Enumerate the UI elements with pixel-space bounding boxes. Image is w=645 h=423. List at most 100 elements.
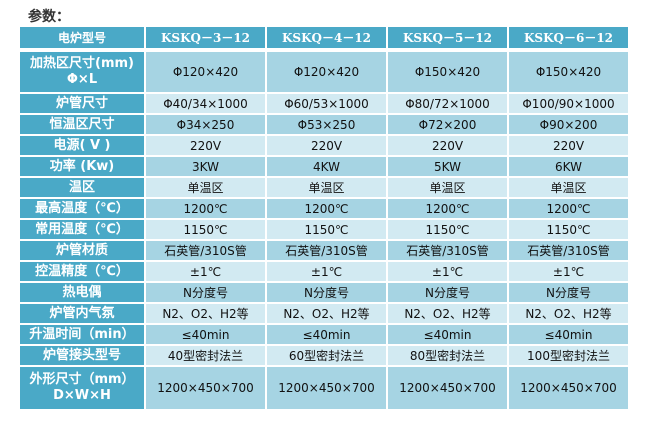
- row-value: 1200×450×700: [509, 367, 628, 409]
- row-value: 石英管/310S管: [267, 241, 386, 260]
- table-row: 电源( V ) 220V 220V 220V 220V: [20, 136, 628, 155]
- row-label-text: 恒温区尺寸: [49, 116, 115, 132]
- row-value: N分度号: [388, 283, 507, 302]
- table-row: 热电偶 N分度号 N分度号 N分度号 N分度号: [20, 283, 628, 302]
- table-row: 炉管材质 石英管/310S管 石英管/310S管 石英管/310S管 石英管/310S管: [20, 241, 628, 260]
- row-value: 220V: [267, 136, 386, 155]
- row-label-text: 热电偶: [62, 284, 102, 300]
- row-label-text: 常用温度（℃）: [35, 221, 129, 237]
- row-value: N2、O2、H2等: [146, 304, 265, 323]
- row-value: 6KW: [509, 157, 628, 176]
- row-value: 1200℃: [509, 199, 628, 218]
- row-label: 炉管尺寸: [20, 94, 144, 113]
- row-label: 炉管材质: [20, 241, 144, 260]
- table-row: 炉管内气氛 N2、O2、H2等 N2、O2、H2等 N2、O2、H2等 N2、O2、H2…: [20, 304, 628, 323]
- row-value: 1150℃: [388, 220, 507, 239]
- header-model: KSKQ－6－12: [509, 27, 628, 50]
- row-value: N2、O2、H2等: [388, 304, 507, 323]
- table-header-row: 电炉型号 KSKQ－3－12 KSKQ－4－12 KSKQ－5－12 KSKQ－…: [20, 27, 628, 50]
- row-label: 功率 (Kw): [20, 157, 144, 176]
- row-label: 热电偶: [20, 283, 144, 302]
- table-row: 常用温度（℃） 1150℃ 1150℃ 1150℃ 1150℃: [20, 220, 628, 239]
- row-value: Φ72×200: [388, 115, 507, 134]
- row-value: 单温区: [509, 178, 628, 197]
- row-label: 升温时间（min）: [20, 325, 144, 344]
- row-value: ≤40min: [388, 325, 507, 344]
- row-value: Φ90×200: [509, 115, 628, 134]
- row-value: 3KW: [146, 157, 265, 176]
- row-value: N分度号: [146, 283, 265, 302]
- header-model: KSKQ－3－12: [146, 27, 265, 50]
- table-row: 温区 单温区 单温区 单温区 单温区: [20, 178, 628, 197]
- row-label-sub: Φ×L: [66, 72, 98, 87]
- row-label-text: 最高温度（℃）: [35, 200, 129, 216]
- row-value: Φ150×420: [509, 52, 628, 92]
- row-value: 220V: [509, 136, 628, 155]
- row-value: 石英管/310S管: [146, 241, 265, 260]
- row-value: 1200℃: [146, 199, 265, 218]
- row-value: ±1℃: [267, 262, 386, 281]
- row-value: Φ40/34×1000: [146, 94, 265, 113]
- row-value: 石英管/310S管: [509, 241, 628, 260]
- row-value: 100型密封法兰: [509, 346, 628, 365]
- row-value: ≤40min: [146, 325, 265, 344]
- row-label-text: 升温时间（min）: [29, 326, 135, 342]
- row-value: ±1℃: [146, 262, 265, 281]
- section-title: 参数：: [28, 9, 70, 25]
- row-label: 加热区尺寸(mm) Φ×L: [20, 52, 144, 92]
- row-label: 恒温区尺寸: [20, 115, 144, 134]
- row-value: 1150℃: [509, 220, 628, 239]
- row-value: 石英管/310S管: [388, 241, 507, 260]
- row-value: 40型密封法兰: [146, 346, 265, 365]
- row-value: Φ80/72×1000: [388, 94, 507, 113]
- header-model: KSKQ－5－12: [388, 27, 507, 50]
- row-value: 1150℃: [267, 220, 386, 239]
- table-row: 加热区尺寸(mm) Φ×L Φ120×420 Φ120×420 Φ150×420 Φ150…: [20, 52, 628, 92]
- row-label: 温区: [20, 178, 144, 197]
- row-value: 1200×450×700: [146, 367, 265, 409]
- row-label-text: 炉管接头型号: [42, 347, 121, 363]
- row-label-text: 炉管内气氛: [49, 305, 115, 321]
- row-value: ≤40min: [509, 325, 628, 344]
- header-label: 电炉型号: [20, 27, 144, 50]
- row-value: N2、O2、H2等: [509, 304, 628, 323]
- row-label-text: 炉管材质: [55, 242, 108, 258]
- table-row: 外形尺寸（mm） D×W×H 1200×450×700 1200×450×700 120…: [20, 367, 628, 409]
- row-value: 220V: [146, 136, 265, 155]
- row-value: Φ100/90×1000: [509, 94, 628, 113]
- row-value: 1200×450×700: [267, 367, 386, 409]
- row-value: 5KW: [388, 157, 507, 176]
- row-value: Φ120×420: [146, 52, 265, 92]
- row-value: Φ53×250: [267, 115, 386, 134]
- row-value: 220V: [388, 136, 507, 155]
- row-value: 单温区: [388, 178, 507, 197]
- row-label: 外形尺寸（mm） D×W×H: [20, 367, 144, 409]
- parameters-table: 电炉型号 KSKQ－3－12 KSKQ－4－12 KSKQ－5－12 KSKQ－…: [18, 25, 630, 411]
- row-value: Φ150×420: [388, 52, 507, 92]
- table-row: 恒温区尺寸 Φ34×250 Φ53×250 Φ72×200 Φ90×200: [20, 115, 628, 134]
- row-value: 1200℃: [388, 199, 507, 218]
- row-value: N分度号: [509, 283, 628, 302]
- row-label: 最高温度（℃）: [20, 199, 144, 218]
- row-label-text: 控温精度（℃）: [35, 263, 129, 279]
- row-label-text: 温区: [68, 179, 95, 195]
- table-row: 升温时间（min） ≤40min ≤40min ≤40min ≤40min: [20, 325, 628, 344]
- row-value: 单温区: [267, 178, 386, 197]
- table-row: 炉管尺寸 Φ40/34×1000 Φ60/53×1000 Φ80/72×1000 Φ10…: [20, 94, 628, 113]
- row-label: 控温精度（℃）: [20, 262, 144, 281]
- row-value: 60型密封法兰: [267, 346, 386, 365]
- row-value: N分度号: [267, 283, 386, 302]
- row-label-text: 外形尺寸（mm）: [29, 372, 135, 387]
- row-label-text: 电源( V ): [53, 137, 111, 153]
- row-label-text: 加热区尺寸(mm): [30, 56, 134, 71]
- row-value: 4KW: [267, 157, 386, 176]
- row-value: ≤40min: [267, 325, 386, 344]
- row-value: 单温区: [146, 178, 265, 197]
- row-label: 炉管接头型号: [20, 346, 144, 365]
- row-label-sub: D×W×H: [53, 388, 111, 403]
- row-value: 1200×450×700: [388, 367, 507, 409]
- row-value: Φ120×420: [267, 52, 386, 92]
- row-value: 1200℃: [267, 199, 386, 218]
- header-model: KSKQ－4－12: [267, 27, 386, 50]
- row-value: 80型密封法兰: [388, 346, 507, 365]
